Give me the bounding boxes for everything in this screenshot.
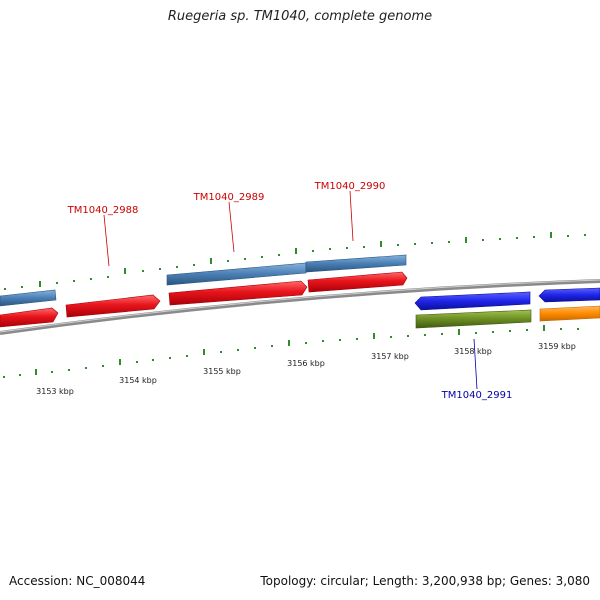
page-title: Ruegeria sp. TM1040, complete genome: [167, 9, 433, 24]
scale-label: 3154 kbp: [119, 376, 157, 385]
gene-labels: TM1040_2988 TM1040_2989 TM1040_2990 TM10…: [67, 181, 513, 401]
gene-label-tm1040-2991[interactable]: TM1040_2991: [441, 390, 513, 401]
gene-feature-tm1040-2991[interactable]: [415, 309, 532, 329]
forward-inner-track: [0, 271, 408, 328]
forward-outer-track: [0, 254, 407, 307]
scale-label: 3159 kbp: [538, 342, 576, 351]
gene-feature[interactable]: [539, 305, 600, 322]
gene-feature-tm1040-2989[interactable]: [166, 262, 307, 286]
genome-backbone: [0, 279, 600, 335]
genome-backbone-highlight: [0, 279, 600, 333]
scale-label: 3155 kbp: [203, 367, 241, 376]
gene-label-tm1040-2990[interactable]: TM1040_2990: [314, 181, 386, 192]
genome-summary: Topology: circular; Length: 3,200,938 bp…: [260, 574, 590, 588]
gene-feature[interactable]: [307, 271, 408, 293]
reverse-outer-track: [414, 287, 600, 311]
lower-tick-ring: [3, 325, 579, 378]
leader-line-tm1040-2990: [349, 190, 354, 242]
gene-label-tm1040-2988[interactable]: TM1040_2988: [67, 205, 139, 216]
leader-line-tm1040-2988: [103, 214, 110, 267]
scale-labels: 3153 kbp 3154 kbp 3155 kbp 3156 kbp 3157…: [36, 342, 576, 396]
scale-label: 3153 kbp: [36, 387, 74, 396]
gene-feature[interactable]: [0, 307, 59, 328]
scale-label: 3157 kbp: [371, 352, 409, 361]
gene-feature[interactable]: [414, 291, 531, 311]
reverse-inner-track: [415, 305, 600, 329]
gene-feature[interactable]: [0, 289, 57, 307]
scale-label: 3158 kbp: [454, 347, 492, 356]
gene-label-tm1040-2989[interactable]: TM1040_2989: [193, 192, 265, 203]
accession-label: Accession: NC_008044: [9, 574, 146, 588]
gene-feature-tm1040-2990[interactable]: [305, 254, 407, 273]
scale-label: 3156 kbp: [287, 359, 325, 368]
leader-line-tm1040-2989: [228, 201, 235, 253]
leader-line-tm1040-2991: [473, 338, 478, 390]
upper-tick-ring: [4, 232, 586, 290]
gene-feature[interactable]: [168, 280, 308, 306]
gene-feature[interactable]: [538, 287, 600, 303]
gene-feature-tm1040-2988[interactable]: [65, 294, 161, 318]
gene-leader-lines: [103, 190, 478, 390]
